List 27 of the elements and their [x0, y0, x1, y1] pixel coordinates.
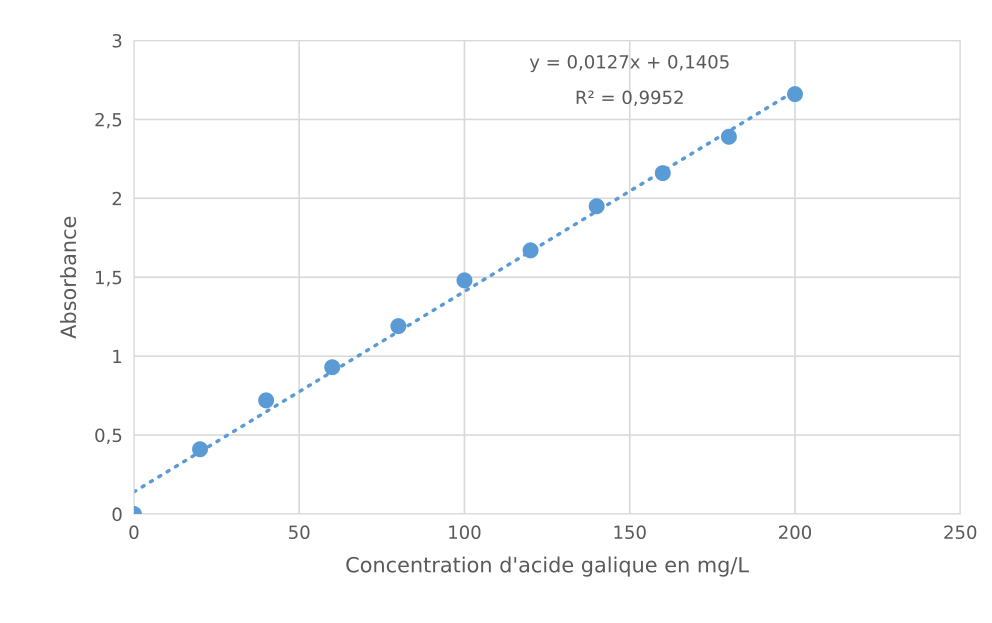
point: [522, 242, 539, 258]
point: [456, 272, 472, 288]
point: [324, 359, 340, 376]
point: [588, 198, 605, 214]
x-tick-label: 100: [449, 525, 480, 540]
y-tick-label: 2: [112, 192, 121, 206]
annotation: R² = 0,9952: [576, 90, 683, 106]
y-axis-title: Absorbance: [60, 216, 76, 339]
y-tick-label: 0,5: [95, 428, 122, 444]
x-tick-label: 250: [944, 525, 976, 540]
y-tick-label: 2,5: [95, 112, 122, 128]
y-tick-label: 1,5: [96, 270, 122, 286]
point: [720, 128, 737, 145]
x-tick-label: 150: [614, 525, 646, 540]
x-tick-label: 200: [779, 525, 812, 540]
x-axis-title: Concentration d'acide galique en mg/L: [346, 556, 749, 577]
point: [192, 441, 208, 458]
y-tick-label: 0: [112, 507, 122, 522]
point: [258, 392, 274, 408]
point: [654, 165, 671, 182]
x-tick-label: 50: [289, 525, 310, 540]
y-tick-label: 3: [112, 34, 122, 48]
point: [787, 86, 803, 102]
annotation: y = 0,0127x + 0,1405: [530, 55, 729, 72]
x-tick-label: 0: [129, 525, 138, 540]
point: [390, 318, 406, 334]
y-tick-label: 1: [113, 350, 122, 364]
